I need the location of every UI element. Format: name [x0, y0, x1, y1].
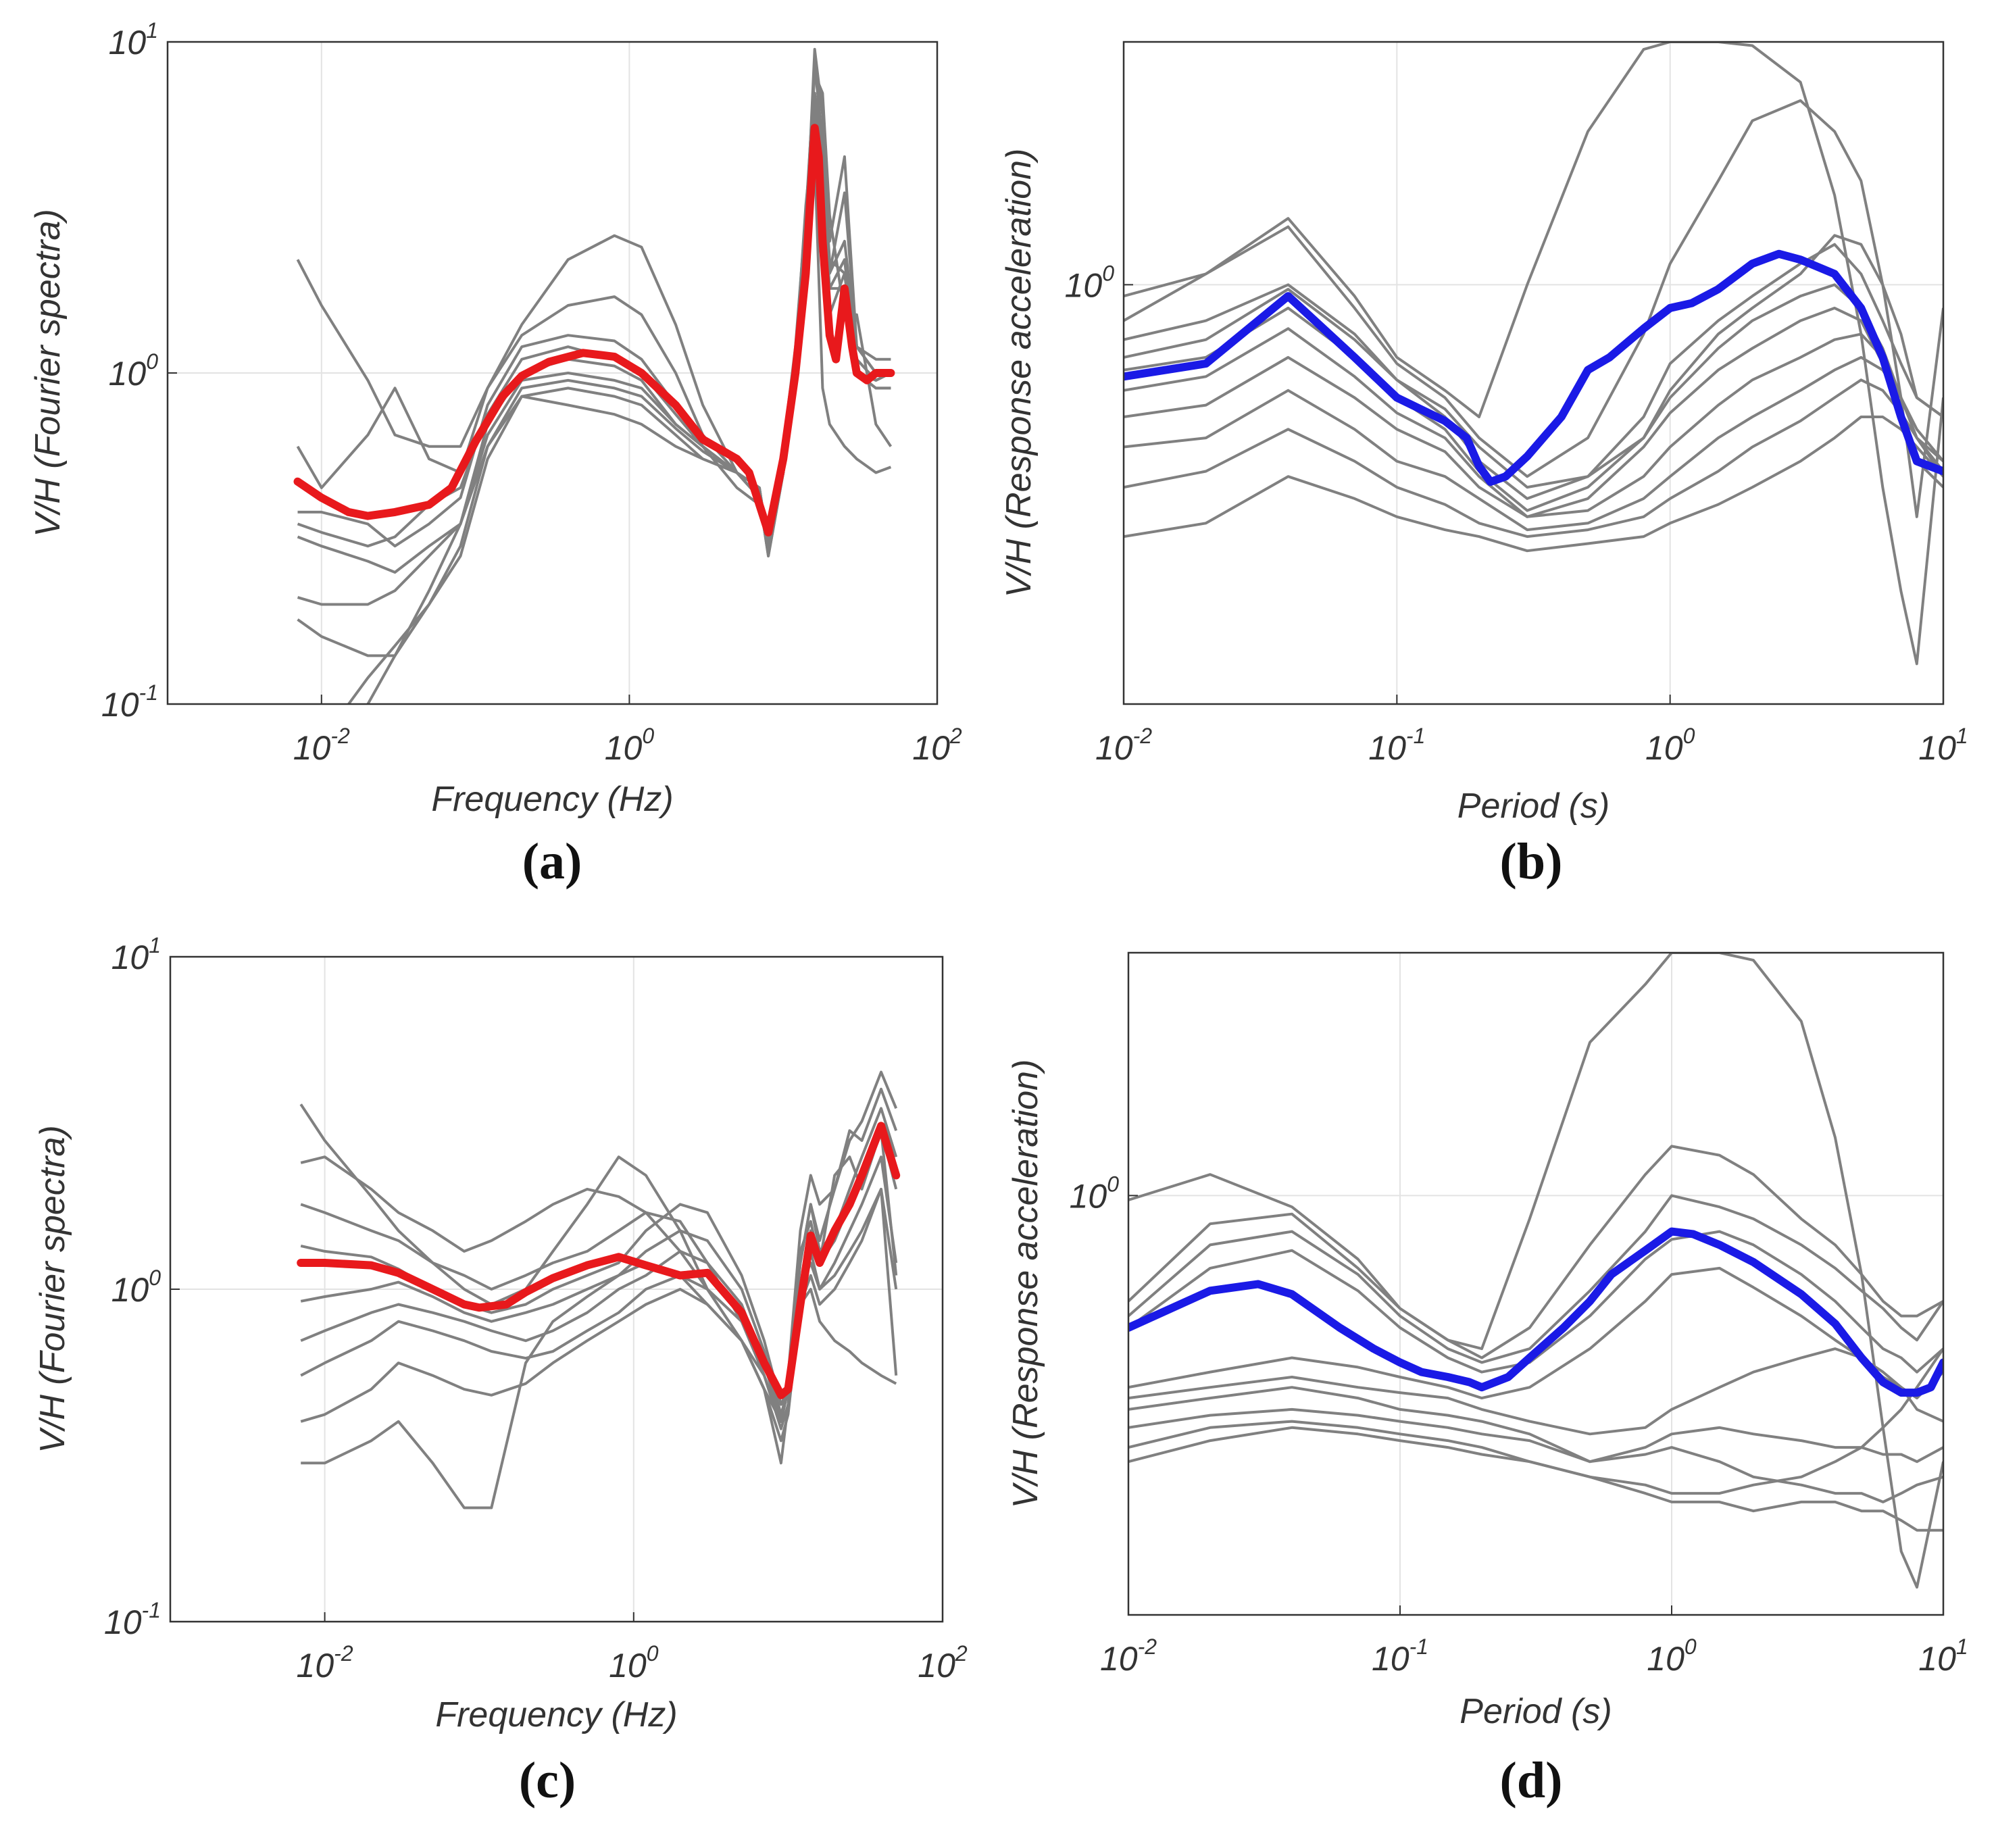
series-group — [1124, 42, 1943, 666]
series-group — [1128, 953, 1943, 1589]
x-tick-label: 10-1 — [1368, 724, 1425, 767]
y-tick-label: 100 — [111, 1266, 161, 1309]
series-line-record-3 — [1128, 1194, 1943, 1364]
x-axis-label: Period (s) — [1457, 786, 1610, 826]
series-line-record-3 — [300, 1129, 898, 1423]
x-tick-label: 10-2 — [1095, 724, 1152, 767]
x-tick-label: 102 — [912, 724, 962, 767]
series-line-record-1 — [1124, 42, 1943, 666]
x-tick-label: 10-2 — [293, 724, 350, 767]
y-axis-label: V/H (Fourier spectra) — [33, 1125, 72, 1453]
y-tick-label: 100 — [109, 349, 159, 393]
series-line-record-9 — [301, 1155, 898, 1509]
axes-frame — [1122, 41, 1945, 705]
axes-frame — [1127, 951, 1945, 1616]
y-tick-label: 101 — [111, 933, 161, 976]
y-tick-label: 101 — [109, 18, 158, 61]
y-axis-label: V/H (Response acceleration) — [1006, 1059, 1045, 1509]
panel-letter: (a) — [522, 833, 582, 890]
series-group — [293, 47, 895, 704]
panel-letter: (b) — [1500, 833, 1563, 890]
x-tick-label: 102 — [918, 1641, 968, 1684]
series-line-record-4 — [1124, 243, 1943, 500]
series-line-record-8 — [300, 1187, 898, 1443]
mean-series-line — [293, 124, 895, 536]
x-tick-label: 100 — [609, 1641, 659, 1684]
series-line-record-1 — [1128, 953, 1943, 1589]
y-tick-label: 10-1 — [101, 680, 158, 724]
x-axis-label: Period (s) — [1459, 1692, 1612, 1731]
series-line-record-3 — [1124, 234, 1943, 489]
mean-series-line — [1128, 1227, 1943, 1397]
panel-b: 10-2 10-1 100 101 100 Period (s) V/H (Response… — [999, 41, 1968, 890]
series-line-record-6 — [1128, 1347, 1943, 1436]
mean-series-line — [1124, 249, 1943, 486]
series-line-record-2 — [1124, 99, 1943, 518]
x-tick-label: 10-1 — [1372, 1634, 1428, 1678]
series-line-record-2 — [1128, 1145, 1943, 1359]
x-tick-label: 100 — [605, 724, 655, 767]
x-tick-label: 101 — [1918, 1634, 1968, 1678]
series-group — [297, 1070, 901, 1509]
panel-c: 10-2 100 102 10-1 100 101 Frequency (Hz) V/H (F… — [33, 933, 968, 1809]
series-line-record-1 — [296, 72, 893, 526]
mean-series-line — [297, 1122, 901, 1399]
y-tick-label: 100 — [1070, 1172, 1120, 1215]
series-line-record-9 — [1128, 1420, 1943, 1532]
series-line-record-8 — [1128, 1407, 1943, 1503]
series-line-record-10 — [1124, 416, 1943, 553]
x-tick-label: 100 — [1647, 1634, 1697, 1678]
series-line-record-9 — [1124, 378, 1943, 539]
y-tick-label: 10-1 — [104, 1598, 161, 1641]
panel-letter: (c) — [519, 1752, 576, 1809]
y-tick-label: 100 — [1065, 261, 1115, 304]
x-axis-label: Frequency (Hz) — [431, 780, 673, 819]
plot-area — [1124, 42, 1943, 704]
x-axis-label: Frequency (Hz) — [435, 1695, 677, 1734]
x-tick-label: 10-2 — [1100, 1634, 1157, 1678]
series-line-record-10 — [1128, 1347, 1943, 1495]
series-line-record-8 — [1124, 355, 1943, 532]
panel-letter: (d) — [1500, 1752, 1563, 1809]
panel-a: 10-2 100 102 10-1 100 101 Frequency (Hz) V/H (F… — [28, 18, 962, 890]
x-tick-label: 100 — [1645, 724, 1695, 767]
x-tick-label: 101 — [1918, 724, 1968, 767]
series-line-record-7 — [1128, 1386, 1943, 1464]
panel-d: 10-2 10-1 100 101 100 Period (s) V/H (Response… — [1006, 951, 1968, 1809]
x-tick-label: 10-2 — [297, 1641, 353, 1684]
series-line-record-4 — [1128, 1230, 1943, 1374]
y-axis-label: V/H (Response acceleration) — [999, 149, 1039, 598]
series-line-record-7 — [300, 1274, 897, 1430]
y-axis-label: V/H (Fourier spectra) — [28, 209, 68, 536]
series-line-record-6 — [300, 1187, 898, 1423]
